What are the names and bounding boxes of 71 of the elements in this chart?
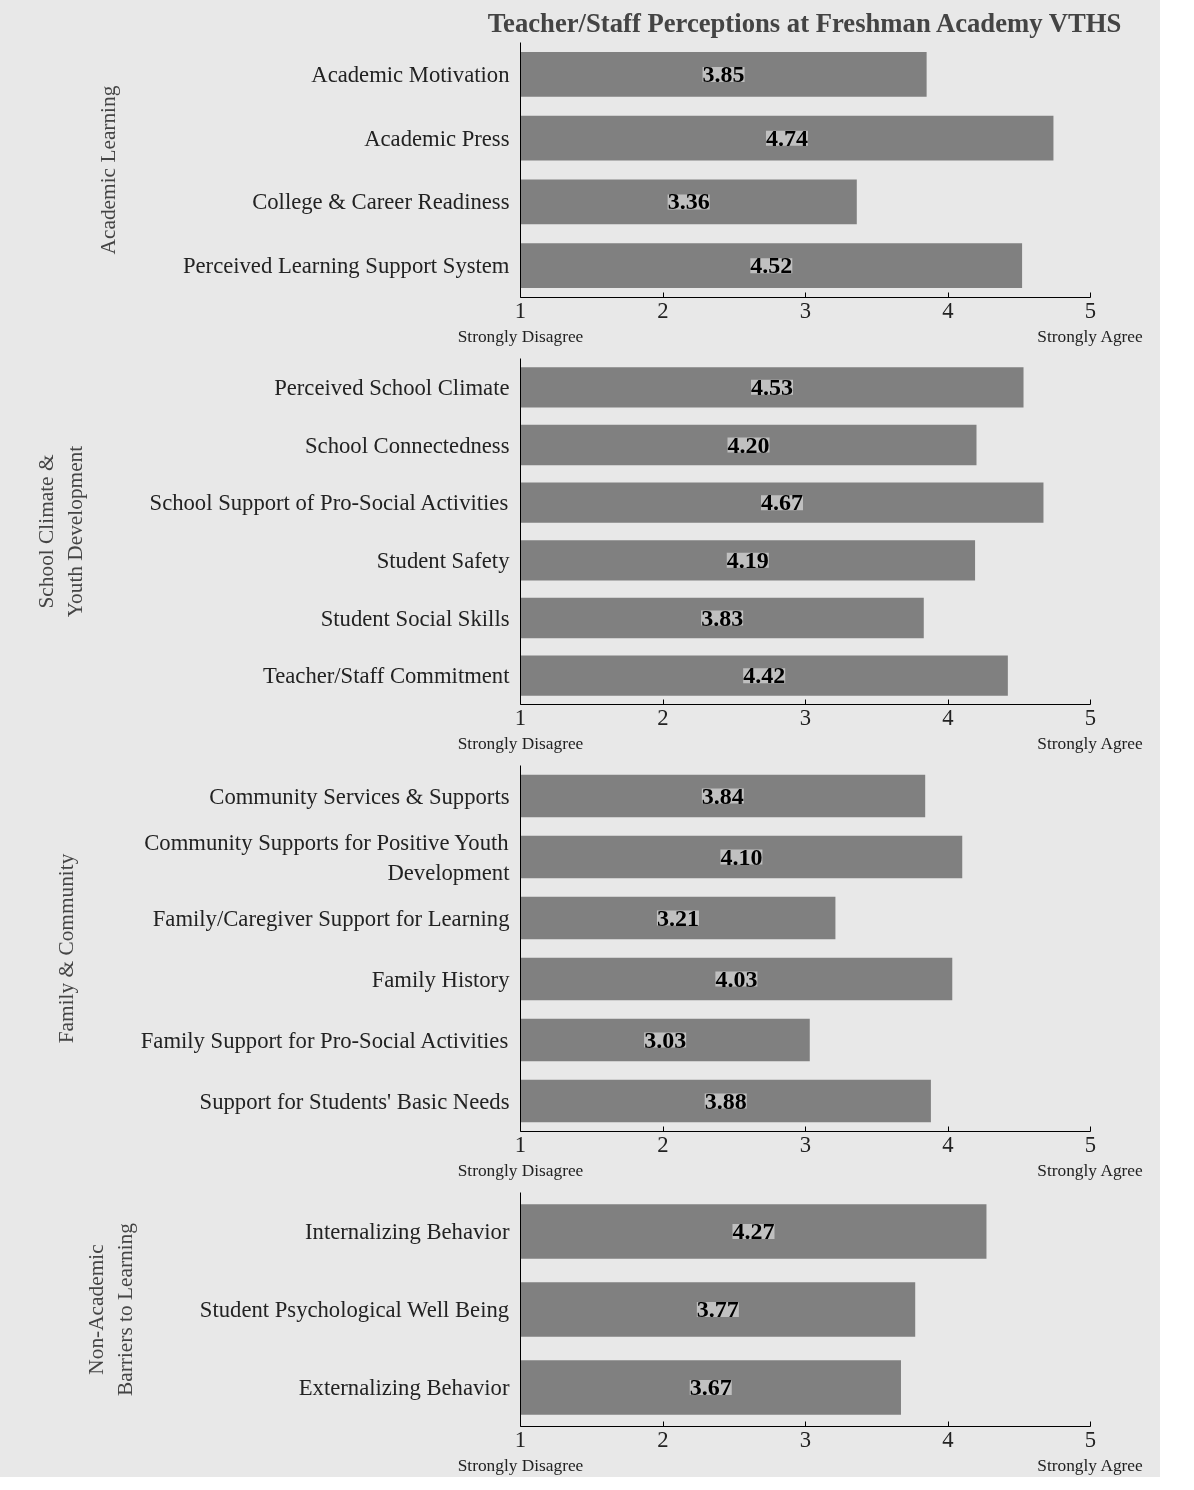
data-label: 3.03: [644, 1026, 687, 1053]
y-axis-title: Family & Community: [53, 853, 78, 1044]
x-tick-label: 4: [942, 297, 954, 323]
data-label: 3.83: [701, 604, 744, 631]
chart-title: Teacher/Staff Perceptions at Freshman Academy VTHS: [487, 7, 1122, 38]
data-label: 4.19: [726, 546, 769, 573]
data-label: 3.88: [704, 1087, 747, 1114]
y-tick-label: Externalizing Behavior: [298, 1375, 510, 1400]
data-label: 3.36: [667, 188, 710, 215]
y-tick-label: Student Psychological Well Being: [199, 1297, 510, 1322]
y-tick-label: Academic Motivation: [311, 61, 510, 87]
y-tick-label: Family/Caregiver Support for Learning: [152, 905, 510, 931]
x-tick-label: 1: [514, 297, 527, 323]
data-label: 3.21: [656, 904, 699, 931]
text: Strongly Agree: [1037, 326, 1144, 346]
y-tick-label: Community Supports for Positive Youth Development: [144, 829, 511, 885]
text: Strongly Disagree: [457, 326, 584, 346]
x-tick-label: 2: [657, 1426, 669, 1452]
y-tick-label: Perceived Learning Support System: [182, 253, 510, 279]
data-label: 4.03: [715, 965, 758, 992]
y-tick-label: Academic Press: [364, 125, 510, 151]
y-axis-title: School Climate & Youth Development: [33, 445, 87, 618]
x-tick-label: 2: [657, 704, 669, 730]
data-label: 4.52: [750, 252, 793, 279]
data-label: 4.74: [765, 124, 808, 151]
text: Strongly Agree: [1037, 733, 1144, 753]
data-label: 4.20: [727, 431, 770, 458]
y-tick-label: Perceived School Climate: [274, 374, 510, 400]
x-tick-label: 4: [942, 1426, 954, 1452]
x-tick-label: 3: [799, 1131, 812, 1157]
text: Strongly Disagree: [457, 1455, 584, 1475]
y-tick-label: Student Social Skills: [320, 605, 510, 631]
x-tick-label: 4: [942, 1131, 954, 1157]
y-axis-title: Academic Learning: [95, 85, 120, 255]
text: Strongly Disagree: [457, 1160, 584, 1180]
y-tick-label: College & Career Readiness: [252, 189, 510, 215]
x-tick-label: 2: [657, 1131, 669, 1157]
data-label: 4.42: [743, 662, 786, 689]
y-tick-label: Student Safety: [376, 547, 511, 573]
y-tick-label: Internalizing Behavior: [305, 1219, 510, 1244]
x-tick-label: 5: [1084, 704, 1097, 730]
data-label: 3.84: [701, 782, 744, 809]
text: Strongly Agree: [1037, 1160, 1144, 1180]
y-tick-label: School Connectedness: [305, 432, 510, 458]
data-label: 4.67: [760, 489, 803, 516]
x-tick-label: 5: [1084, 1131, 1097, 1157]
x-tick-label: 1: [514, 1131, 527, 1157]
x-tick-label: 2: [657, 297, 669, 323]
x-tick-label: 5: [1084, 1426, 1097, 1452]
x-tick-label: 5: [1084, 297, 1097, 323]
y-tick-label: Teacher/Staff Commitment: [262, 663, 511, 689]
data-label: 3.85: [702, 60, 745, 87]
y-tick-label: Support for Students' Basic Needs: [199, 1088, 510, 1114]
x-tick-label: 3: [799, 1426, 812, 1452]
x-tick-label: 4: [942, 704, 954, 730]
y-tick-label: Family History: [371, 966, 511, 992]
data-label: 4.53: [751, 373, 794, 400]
data-label: 3.67: [689, 1374, 732, 1400]
x-tick-label: 3: [799, 297, 812, 323]
data-label: 4.10: [720, 843, 763, 870]
y-tick-label: Community Services & Supports: [209, 783, 510, 809]
y-tick-label: Family Support for Pro-Social Activities: [140, 1027, 509, 1053]
data-label: 4.27: [732, 1218, 775, 1244]
text: Strongly Disagree: [457, 733, 584, 753]
y-tick-label: School Support of Pro-Social Activities: [149, 490, 509, 516]
x-tick-label: 1: [514, 1426, 527, 1452]
y-axis-title: Non-Academic Barriers to Learning: [84, 1222, 137, 1396]
x-tick-label: 1: [514, 704, 527, 730]
data-label: 3.77: [696, 1296, 739, 1322]
x-tick-label: 3: [799, 704, 812, 730]
text: Strongly Agree: [1037, 1455, 1144, 1475]
